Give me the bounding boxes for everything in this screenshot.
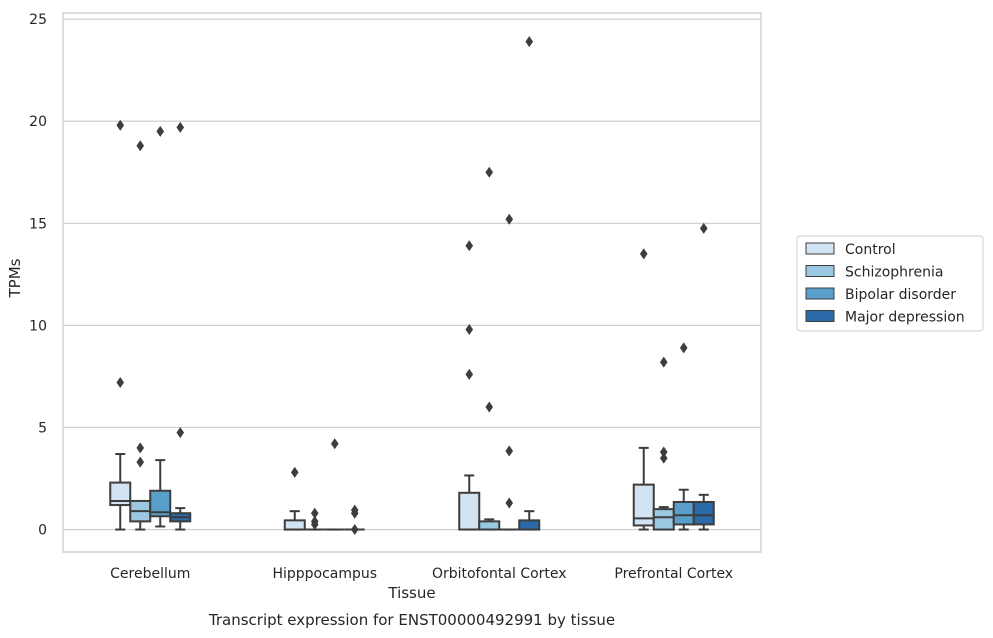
box-iqr: [478, 520, 501, 531]
outlier-point: [116, 377, 125, 389]
outlier-point: [136, 140, 145, 152]
legend-frame: [796, 235, 984, 332]
outlier-point: [290, 466, 299, 478]
legend-label: Major depression: [845, 310, 965, 326]
outlier-point: [525, 36, 534, 48]
legend-label: Schizophrenia: [845, 265, 943, 281]
legend-swatch: [805, 310, 835, 322]
y-tick-label: 10: [29, 318, 47, 334]
x-tick-label: Hipppocampus: [272, 566, 377, 582]
box-iqr: [632, 483, 655, 527]
box-iqr: [518, 519, 541, 531]
legend-swatch: [805, 242, 835, 255]
box-group: [458, 240, 481, 531]
box-group: [672, 342, 695, 531]
outlier-point: [485, 401, 494, 413]
box-group: [169, 121, 192, 531]
outlier-point: [116, 119, 125, 131]
outlier-point: [465, 240, 474, 252]
box-group: [149, 125, 172, 528]
box-group: [632, 248, 655, 531]
y-tick-label: 25: [29, 12, 47, 28]
x-tick-label: Orbitofontal Cortex: [432, 566, 567, 582]
outlier-point: [136, 442, 145, 454]
box-group: [283, 466, 306, 531]
outlier-point: [310, 515, 319, 527]
chart-caption: Transcript expression for ENST0000049299…: [208, 611, 615, 629]
x-axis-ticks: Cerebellum Hipppocampus Orbitofontal Corte…: [110, 566, 733, 582]
outlier-point: [505, 497, 514, 509]
y-tick-label: 0: [38, 523, 47, 539]
y-axis-label: TPMs: [6, 258, 24, 298]
box-iqr: [458, 491, 481, 531]
legend-swatch: [805, 287, 835, 300]
outlier-point: [330, 438, 339, 450]
box-iqr: [149, 489, 172, 518]
box-group: [344, 504, 365, 536]
box-group: [109, 119, 132, 531]
outlier-point: [156, 125, 165, 137]
box-iqr: [652, 508, 675, 531]
box-group: [652, 356, 675, 531]
outlier-point: [176, 121, 185, 133]
y-tick-label: 20: [29, 114, 47, 130]
outlier-point: [350, 504, 359, 516]
x-tick-label: Prefrontal Cortex: [614, 566, 733, 582]
plot-background: [63, 13, 761, 552]
plot-frame: [62, 12, 762, 553]
legend: Control Schizophrenia Bipolar disorder Majo…: [796, 235, 984, 332]
legend-label: Control: [845, 242, 896, 258]
box-group: [478, 166, 501, 531]
box-iqr: [672, 500, 695, 526]
outlier-point: [485, 166, 494, 178]
legend-label: Bipolar disorder: [845, 287, 956, 303]
outlier-point: [465, 323, 474, 335]
box-iqr: [283, 519, 306, 531]
box-iqr: [692, 500, 715, 526]
outlier-point: [136, 456, 145, 468]
x-tick-label: Cerebellum: [110, 566, 190, 582]
box-group: [518, 36, 541, 531]
box-group: [304, 507, 325, 531]
outlier-point: [310, 507, 319, 519]
y-axis-ticks: 0 5 10 15 20 25: [29, 12, 47, 538]
outlier-point: [465, 368, 474, 380]
outlier-point: [659, 452, 668, 464]
y-tick-label: 5: [38, 420, 47, 436]
outlier-point: [505, 445, 514, 457]
outlier-point: [659, 446, 668, 458]
outlier-point: [699, 222, 708, 234]
outlier-point: [639, 248, 648, 260]
x-axis-label: Tissue: [387, 584, 435, 602]
boxes-layer: [109, 36, 715, 536]
outlier-point: [659, 356, 668, 368]
outlier-point: [350, 524, 359, 536]
outlier-point: [505, 213, 514, 225]
box-group: [324, 438, 345, 531]
box-group: [499, 213, 520, 531]
legend-swatch: [805, 265, 835, 277]
y-tick-label: 15: [29, 216, 47, 232]
outlier-point: [176, 427, 185, 439]
outlier-point: [679, 342, 688, 354]
box-group: [692, 222, 715, 531]
box-iqr: [109, 481, 132, 507]
